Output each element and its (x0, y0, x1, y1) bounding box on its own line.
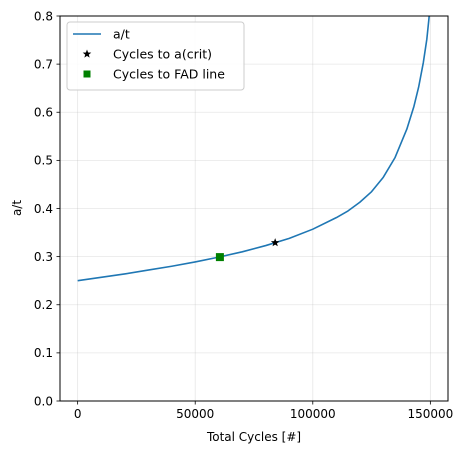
y-axis-title: a/t (10, 200, 24, 216)
y-tick-label: 0.7 (34, 57, 53, 71)
y-tick-label: 0.2 (34, 298, 53, 312)
series-line-a-t (77, 15, 430, 282)
x-tick-label: 0 (74, 407, 82, 421)
y-tick-label: 0.8 (34, 9, 53, 23)
legend: a/t Cycles to a(crit) Cycles to FAD line (66, 21, 245, 91)
x-axis-title: Total Cycles [#] (206, 430, 301, 444)
y-tick-label: 0.6 (34, 106, 53, 120)
y-tick-label: 0.4 (34, 202, 53, 216)
y-axis: 0.0 0.1 0.2 0.3 0.4 0.5 0.6 0.7 0.8 (34, 9, 60, 408)
x-tick-label: 100000 (290, 407, 336, 421)
legend-label-a-t: a/t (113, 27, 130, 42)
x-tick-label: 50000 (176, 407, 214, 421)
marker-cycles-to-fad-line (215, 253, 224, 262)
legend-label-cycles-to-acrit: Cycles to a(crit) (113, 47, 212, 62)
x-axis: 0 50000 100000 150000 (74, 401, 453, 421)
legend-box (66, 21, 245, 91)
legend-label-cycles-to-fad-line: Cycles to FAD line (113, 67, 225, 82)
legend-swatch-star (82, 49, 92, 58)
marker-cycles-to-acrit (270, 238, 280, 247)
y-tick-label: 0.5 (34, 154, 53, 168)
y-tick-label: 0.1 (34, 346, 53, 360)
legend-swatch-square (83, 70, 91, 78)
y-tick-label: 0.0 (34, 394, 53, 408)
plot-series (77, 15, 430, 282)
y-tick-label: 0.3 (34, 250, 53, 264)
x-tick-label: 150000 (407, 407, 453, 421)
